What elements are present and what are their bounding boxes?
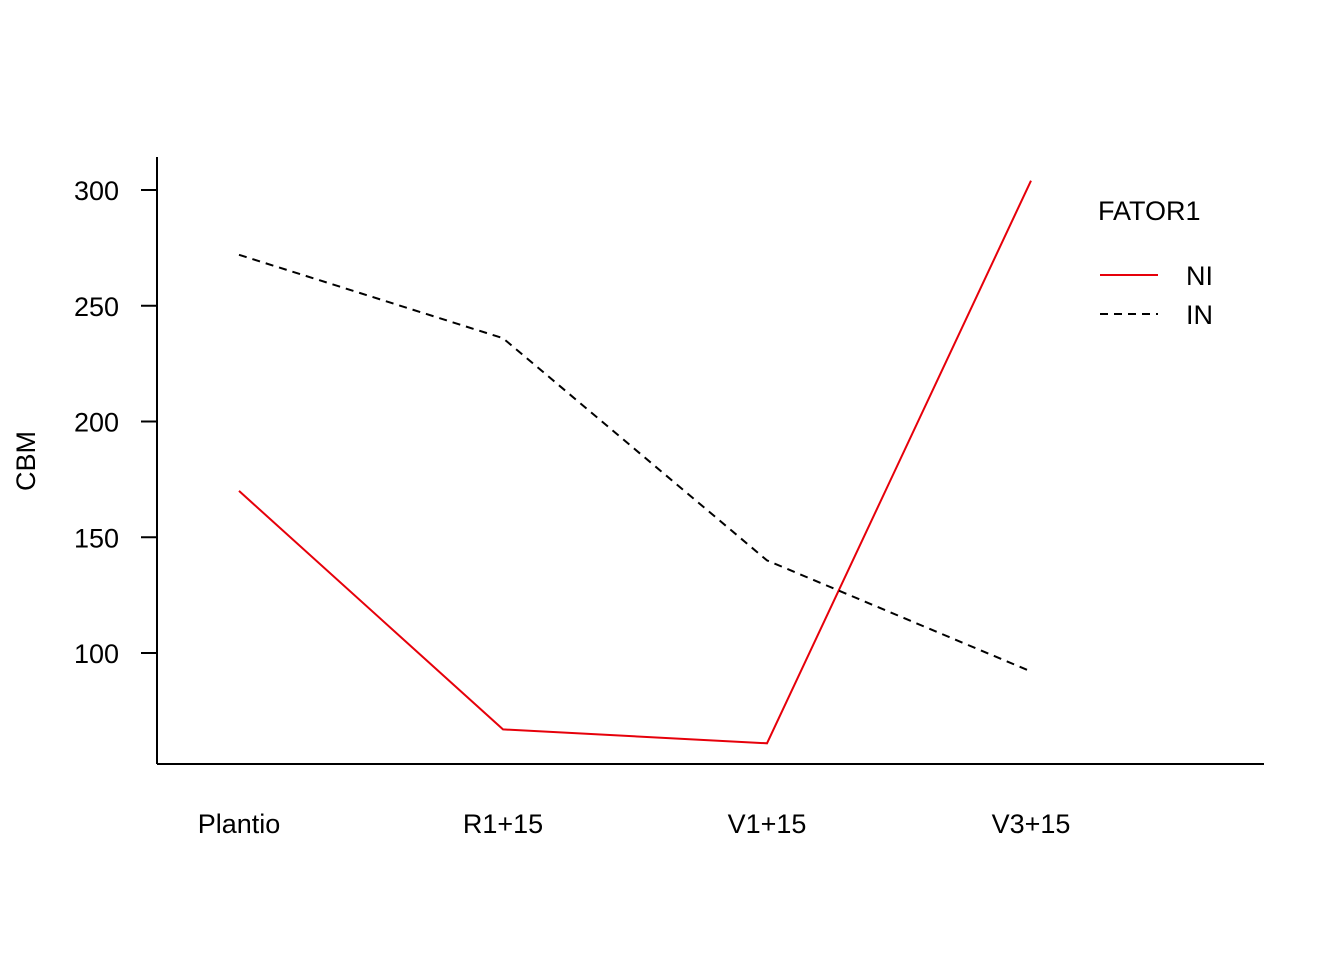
x-tick-label: Plantio (198, 809, 281, 839)
legend-title: FATOR1 (1098, 196, 1201, 226)
y-axis-ticks: 100 150 200 250 300 (74, 176, 157, 669)
x-tick-label: V1+15 (728, 809, 807, 839)
y-tick-label: 100 (74, 639, 119, 669)
legend: FATOR1 NI IN (1098, 196, 1213, 330)
series-line-ni (238, 180, 1032, 745)
legend-label-in: IN (1186, 300, 1213, 330)
legend-label-ni: NI (1186, 261, 1213, 291)
x-axis-tick-labels: Plantio R1+15 V1+15 V3+15 (198, 809, 1071, 839)
y-tick-label: 200 (74, 408, 119, 438)
y-tick-label: 300 (74, 176, 119, 206)
y-axis-label: CBM (11, 431, 41, 491)
series-lines (238, 180, 1032, 745)
x-tick-label: V3+15 (992, 809, 1071, 839)
series-line-in (238, 253, 1032, 673)
x-tick-label: R1+15 (463, 809, 543, 839)
y-tick-label: 150 (74, 523, 119, 553)
y-tick-label: 250 (74, 292, 119, 322)
